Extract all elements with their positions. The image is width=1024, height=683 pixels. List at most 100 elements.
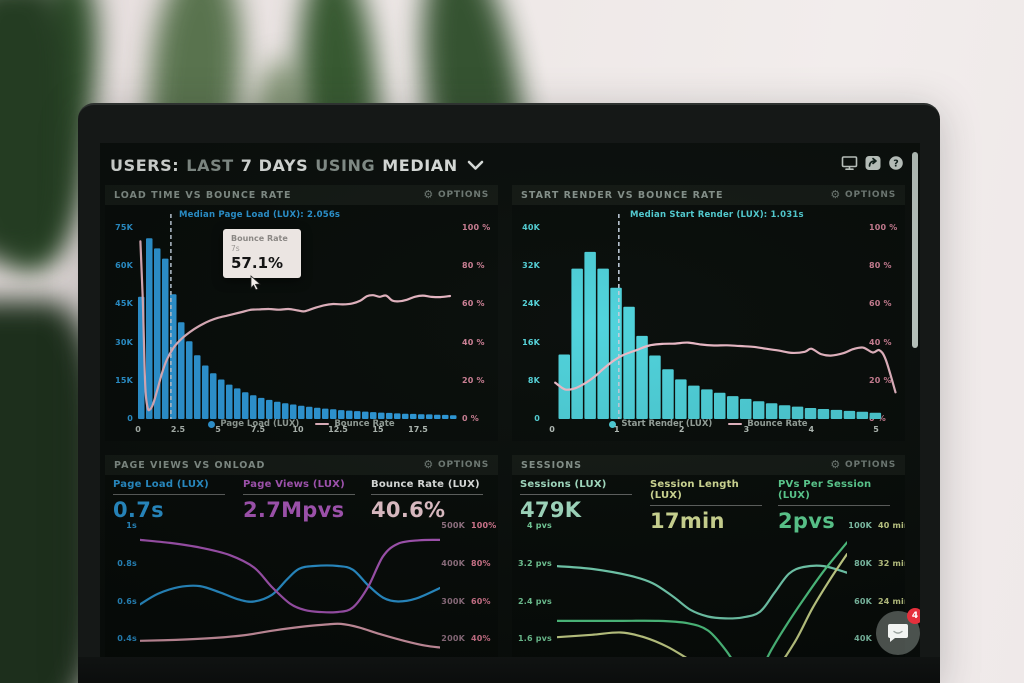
x-axis-tick: 4 <box>808 425 815 434</box>
x-axis-tick: 15 <box>372 425 384 434</box>
share-icon[interactable] <box>865 155 881 171</box>
dashboard-header: USERS: LAST 7 DAYS USING MEDIAN <box>110 152 890 178</box>
metric-underline <box>778 505 890 506</box>
chart-sessions: 4 pvs 3.2 pvs 2.4 pvs 1.6 pvs 100K 80K 60K 40K 4… <box>512 455 905 660</box>
metric-page-load: Page Load (LUX) 0.7s <box>113 479 235 522</box>
x-axis-tick: 5 <box>873 425 879 434</box>
mouse-cursor-icon <box>249 275 262 290</box>
display-icon[interactable] <box>841 155 858 171</box>
y-axis-tick-right: 40 % <box>869 337 892 347</box>
histogram-chart[interactable] <box>138 214 458 419</box>
panel-header: START RENDER VS BOUNCE RATE ⚙ OPTIONS <box>512 185 905 205</box>
metric-label: PVs Per Session (LUX) <box>778 479 872 501</box>
options-button[interactable]: ⚙ OPTIONS <box>830 458 896 471</box>
gear-icon: ⚙ <box>830 188 841 201</box>
panel-load-time-vs-bounce-rate: LOAD TIME VS BOUNCE RATE ⚙ OPTIONS Media… <box>105 185 498 441</box>
chart-tooltip: Bounce Rate 7s 57.1% <box>223 229 301 278</box>
chart-load-time: Median Page Load (LUX): 2.056s Page Load… <box>105 205 498 441</box>
metric-sessions: Sessions (LUX) 479K <box>520 479 642 522</box>
dashboard: USERS: LAST 7 DAYS USING MEDIAN ? <box>100 143 920 660</box>
options-label: OPTIONS <box>438 190 489 200</box>
y-axis-tick-right: 20 % <box>462 375 485 385</box>
y-axis-tick-left: 32K <box>522 261 540 271</box>
y-axis-tick-right: 40% <box>471 634 491 644</box>
histogram-chart[interactable] <box>552 214 902 419</box>
metric-label: Page Views (LUX) <box>243 479 345 490</box>
help-icon[interactable]: ? <box>888 155 904 171</box>
metric-value: 2.7Mpvs <box>243 498 345 522</box>
y-axis-tick-left: 60K <box>115 261 133 271</box>
y-axis-tick-right: 100K <box>848 521 872 530</box>
metric-value: 2pvs <box>778 509 836 533</box>
y-axis-tick-left: 3.2 pvs <box>517 558 552 568</box>
legend-item: Bounce Rate <box>315 419 395 429</box>
series-line-icon <box>315 422 330 426</box>
y-axis-tick-left: 0.6s <box>117 596 137 606</box>
y-axis-tick-right: 60% <box>471 596 491 606</box>
plant-foliage <box>0 0 70 260</box>
panel-header: LOAD TIME VS BOUNCE RATE ⚙ OPTIONS <box>105 185 498 205</box>
x-axis-tick: 2.5 <box>170 425 186 434</box>
y-axis-tick-left: 15K <box>115 375 133 385</box>
y-axis-tick-left: 0 <box>127 414 133 423</box>
line-chart[interactable] <box>557 518 847 660</box>
series-dot-icon <box>609 420 617 428</box>
y-axis-tick-right: 60K <box>854 596 872 606</box>
legend-item: Page Load (LUX) <box>208 419 299 429</box>
y-axis-tick-left: 8K <box>527 375 540 385</box>
gear-icon: ⚙ <box>830 458 841 471</box>
y-axis-tick-right: 400K <box>441 558 465 568</box>
chart-legend: Page Load (LUX) Bounce Rate <box>135 419 468 429</box>
y-axis-tick-right: 500K <box>441 521 465 530</box>
chat-button[interactable]: 4 <box>876 608 920 655</box>
y-axis-tick-left: 24K <box>522 299 540 309</box>
chart-legend: Start Render (LUX) Bounce Rate <box>542 419 875 429</box>
header-segment: USING <box>315 155 376 175</box>
metric-underline <box>650 505 762 506</box>
panel-sessions: SESSIONS ⚙ OPTIONS Sessions (LUX) 479K S… <box>512 455 905 660</box>
y-axis-tick-left: 0.8s <box>117 558 137 568</box>
options-button[interactable]: ⚙ OPTIONS <box>423 188 489 201</box>
y-axis-tick-right: 24 min <box>878 596 905 606</box>
x-axis-tick: 10 <box>292 425 304 434</box>
y-axis-tick-right: 40 % <box>462 337 485 347</box>
y-axis-tick-left: 75K <box>115 223 133 232</box>
vertical-scrollbar[interactable] <box>912 152 918 348</box>
panel-title: LOAD TIME VS BOUNCE RATE <box>114 189 292 201</box>
y-axis-tick-left: 0 <box>534 414 540 423</box>
y-axis-tick-right: 60 % <box>869 299 892 309</box>
options-button[interactable]: ⚙ OPTIONS <box>423 458 489 471</box>
metric-label: Bounce Rate (LUX) <box>371 479 480 490</box>
header-segment: 7 DAYS <box>240 155 309 175</box>
metric-value: 40.6% <box>371 498 446 522</box>
y-axis-tick-right: 32 min <box>878 558 905 568</box>
metric-label: Session Length (LUX) <box>650 479 739 501</box>
chevron-down-icon[interactable] <box>467 160 484 171</box>
metric-underline <box>371 494 483 495</box>
options-button[interactable]: ⚙ OPTIONS <box>830 188 896 201</box>
line-chart[interactable] <box>140 518 440 660</box>
x-axis-tick: 1 <box>614 425 620 434</box>
tooltip-title: Bounce Rate <box>231 234 288 243</box>
series-line-icon <box>728 422 743 426</box>
y-axis-tick-right: 100 % <box>869 223 898 232</box>
metric-label: Sessions (LUX) <box>520 479 607 490</box>
gear-icon: ⚙ <box>423 458 434 471</box>
x-axis-tick: 17.5 <box>408 425 428 434</box>
laptop-bottom-bezel <box>78 657 940 683</box>
header-icons: ? <box>841 155 904 171</box>
median-annotation: Median Start Render (LUX): 1.031s <box>630 210 804 220</box>
metric-pvs-per-session: PVs Per Session (LUX) 2pvs <box>778 479 900 533</box>
y-axis-tick-left: 2.4 pvs <box>517 596 552 606</box>
options-label: OPTIONS <box>438 460 489 470</box>
y-axis-tick-right: 100 % <box>462 223 491 232</box>
panel-title: SESSIONS <box>521 459 582 471</box>
y-axis-tick-right: 80 % <box>869 261 892 271</box>
panel-header: PAGE VIEWS VS ONLOAD ⚙ OPTIONS <box>105 455 498 475</box>
y-axis-tick-right: 200K <box>441 634 465 644</box>
gear-icon: ⚙ <box>423 188 434 201</box>
y-axis-tick-right: 40K <box>854 634 872 644</box>
median-annotation: Median Page Load (LUX): 2.056s <box>179 210 341 220</box>
y-axis-tick-right: 20 % <box>869 375 892 385</box>
